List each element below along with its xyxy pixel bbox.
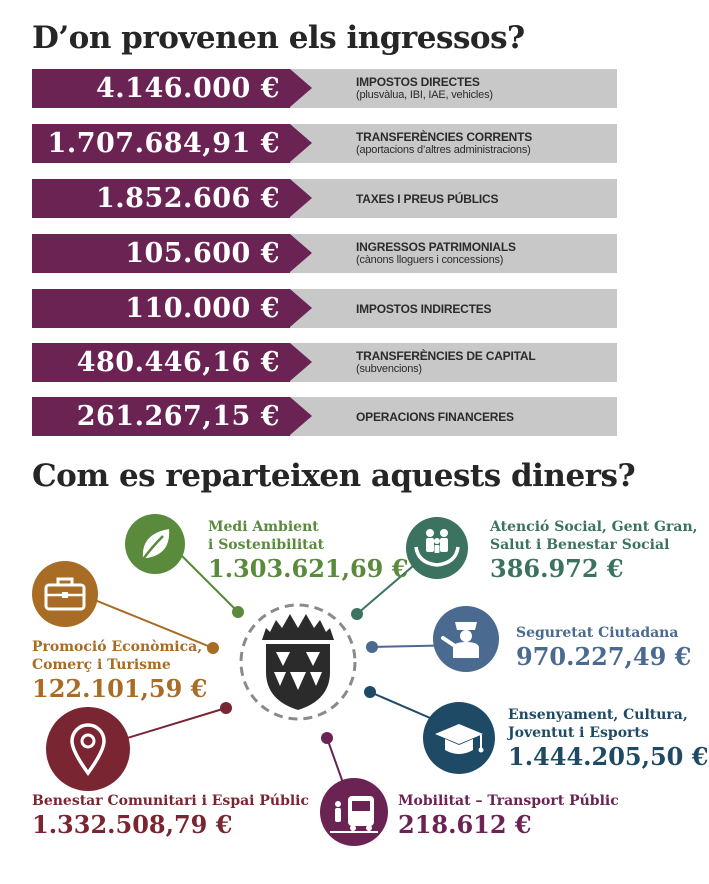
income-row: 4.146.000 € IMPOSTOS DIRECTES (plusvàlua,…: [32, 69, 617, 108]
income-sublabel: (plusvàlua, IBI, IAE, vehicles): [356, 89, 493, 101]
income-sublabel: (aportacions d’altres administracions): [356, 144, 531, 156]
connector-line: [171, 545, 239, 613]
category-social: Atenció Social, Gent Gran, Salut i Benes…: [490, 518, 698, 583]
graduation-cap-icon: [435, 724, 484, 754]
income-row: 1.852.606 € TAXES I PREUS PÚBLICS: [32, 179, 617, 218]
connector-dot: [364, 686, 376, 698]
community-circle: [46, 707, 130, 791]
education-circle: [423, 702, 495, 774]
category-label: Medi Ambient: [208, 519, 319, 535]
bus-icon: [330, 796, 378, 833]
category-amount: 1.332.508,79 €: [32, 810, 233, 839]
connector-line: [79, 593, 214, 649]
map-pin-icon: [70, 723, 106, 776]
income-amount: 480.446,16 €: [76, 347, 280, 378]
social-circle: [406, 517, 468, 579]
income-label: TRANSFERÈNCIES DE CAPITAL: [356, 349, 536, 363]
security-circle: [433, 606, 499, 672]
category-amount: 386.972 €: [490, 554, 624, 583]
category-label: Atenció Social, Gent Gran,: [490, 519, 698, 535]
category-label: Joventut i Esports: [508, 725, 649, 741]
category-education: Ensenyament, Cultura, Joventut i Esports…: [508, 706, 708, 771]
briefcase-icon: [44, 577, 86, 611]
category-label: Ensenyament, Cultura,: [508, 707, 688, 723]
income-label: INGRESSOS PATRIMONIALS: [356, 240, 516, 254]
category-label: Comerç i Turisme: [32, 657, 171, 673]
environment-circle: [125, 514, 185, 574]
family-hands-icon: [414, 529, 460, 567]
income-sublabel: (subvencions): [356, 363, 422, 375]
income-row: 1.707.684,91 € TRANSFERÈNCIES CORRENTS (a…: [32, 124, 617, 163]
category-mobility: Mobilitat – Transport Públic 218.612 €: [398, 792, 619, 839]
income-label: TRANSFERÈNCIES CORRENTS: [356, 130, 533, 144]
income-amount: 110.000 €: [125, 293, 280, 324]
municipal-coat-of-arms-icon: [262, 614, 334, 710]
category-community: Benestar Comunitari i Espai Públic 1.332…: [32, 792, 309, 839]
connector-dot: [351, 608, 363, 620]
connector-dot: [207, 642, 219, 654]
connector-dot: [220, 702, 232, 714]
connector-dot: [321, 732, 333, 744]
category-label: Salut i Benestar Social: [490, 537, 670, 553]
economy-circle: [32, 561, 98, 627]
income-amount: 1.852.606 €: [96, 183, 280, 214]
category-amount: 218.612 €: [398, 810, 532, 839]
category-label: Seguretat Ciutadana: [516, 625, 679, 641]
income-title: D’on provenen els ingressos?: [32, 20, 525, 56]
police-officer-icon: [441, 622, 479, 658]
income-row: 110.000 € IMPOSTOS INDIRECTES: [32, 289, 617, 328]
category-label: Mobilitat – Transport Públic: [398, 793, 619, 809]
connector-dot: [366, 641, 378, 653]
category-label: i Sostenibilitat: [208, 537, 325, 553]
income-sublabel: (cànons lloguers i concessions): [356, 254, 504, 266]
mobility-circle: [320, 778, 388, 846]
category-label: Promoció Econòmica,: [32, 639, 203, 655]
income-amount: 1.707.684,91 €: [47, 128, 280, 159]
category-amount: 970.227,49 €: [516, 642, 692, 671]
category-economy: Promoció Econòmica, Comerç i Turisme 122…: [32, 638, 207, 703]
spending-title: Com es reparteixen aquests diners?: [32, 458, 636, 494]
income-amount: 4.146.000 €: [96, 73, 280, 104]
leaf-icon: [139, 529, 170, 563]
income-label: IMPOSTOS INDIRECTES: [356, 301, 492, 316]
income-amount: 105.600 €: [125, 238, 280, 269]
income-row: 261.267,15 € OPERACIONS FINANCERES: [32, 397, 617, 436]
connector-dot: [232, 606, 244, 618]
category-security: Seguretat Ciutadana 970.227,49 €: [516, 624, 691, 671]
income-label: OPERACIONS FINANCERES: [356, 409, 514, 424]
income-row: 480.446,16 € TRANSFERÈNCIES DE CAPITAL (s…: [32, 343, 617, 382]
category-amount: 122.101,59 €: [32, 674, 208, 703]
category-amount: 1.444.205,50 €: [508, 742, 709, 771]
category-environment: Medi Ambient i Sostenibilitat 1.303.621,…: [208, 518, 408, 583]
income-label: IMPOSTOS DIRECTES: [356, 75, 480, 89]
income-label: TAXES I PREUS PÚBLICS: [356, 191, 499, 206]
income-amount: 261.267,15 €: [76, 401, 280, 432]
income-row: 105.600 € INGRESSOS PATRIMONIALS (cànons …: [32, 234, 617, 273]
category-label: Benestar Comunitari i Espai Públic: [32, 793, 310, 809]
category-amount: 1.303.621,69 €: [208, 554, 409, 583]
